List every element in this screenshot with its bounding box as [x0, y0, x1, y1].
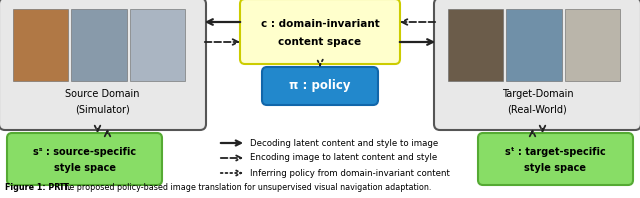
Text: style space: style space	[525, 163, 586, 173]
Text: Source Domain: Source Domain	[65, 89, 140, 99]
Text: content space: content space	[278, 37, 362, 47]
Text: (Real-World): (Real-World)	[508, 104, 568, 114]
Text: Figure 1: PRIT.: Figure 1: PRIT.	[5, 183, 71, 192]
Text: style space: style space	[54, 163, 115, 173]
Text: sˢ : source-specific: sˢ : source-specific	[33, 147, 136, 157]
Text: Decoding latent content and style to image: Decoding latent content and style to ima…	[250, 138, 438, 148]
Text: Encoding image to latent content and style: Encoding image to latent content and sty…	[250, 153, 437, 163]
Text: Target-Domain: Target-Domain	[502, 89, 573, 99]
FancyBboxPatch shape	[7, 133, 162, 185]
FancyBboxPatch shape	[240, 0, 400, 64]
FancyBboxPatch shape	[0, 0, 206, 130]
Bar	[71, 9, 127, 81]
FancyBboxPatch shape	[434, 0, 640, 130]
Bar	[13, 9, 68, 81]
Text: The proposed policy-based image translation for unsupervised visual navigation a: The proposed policy-based image translat…	[57, 183, 431, 192]
FancyBboxPatch shape	[478, 133, 633, 185]
Bar	[448, 9, 503, 81]
Text: Inferring policy from domain-invariant content: Inferring policy from domain-invariant c…	[250, 168, 450, 177]
Text: c : domain-invariant: c : domain-invariant	[260, 19, 380, 29]
FancyBboxPatch shape	[262, 67, 378, 105]
Text: sᵗ : target-specific: sᵗ : target-specific	[505, 147, 606, 157]
Bar	[130, 9, 185, 81]
Bar	[564, 9, 620, 81]
Bar	[506, 9, 562, 81]
Text: π : policy: π : policy	[289, 80, 351, 92]
Text: (Simulator): (Simulator)	[75, 104, 130, 114]
